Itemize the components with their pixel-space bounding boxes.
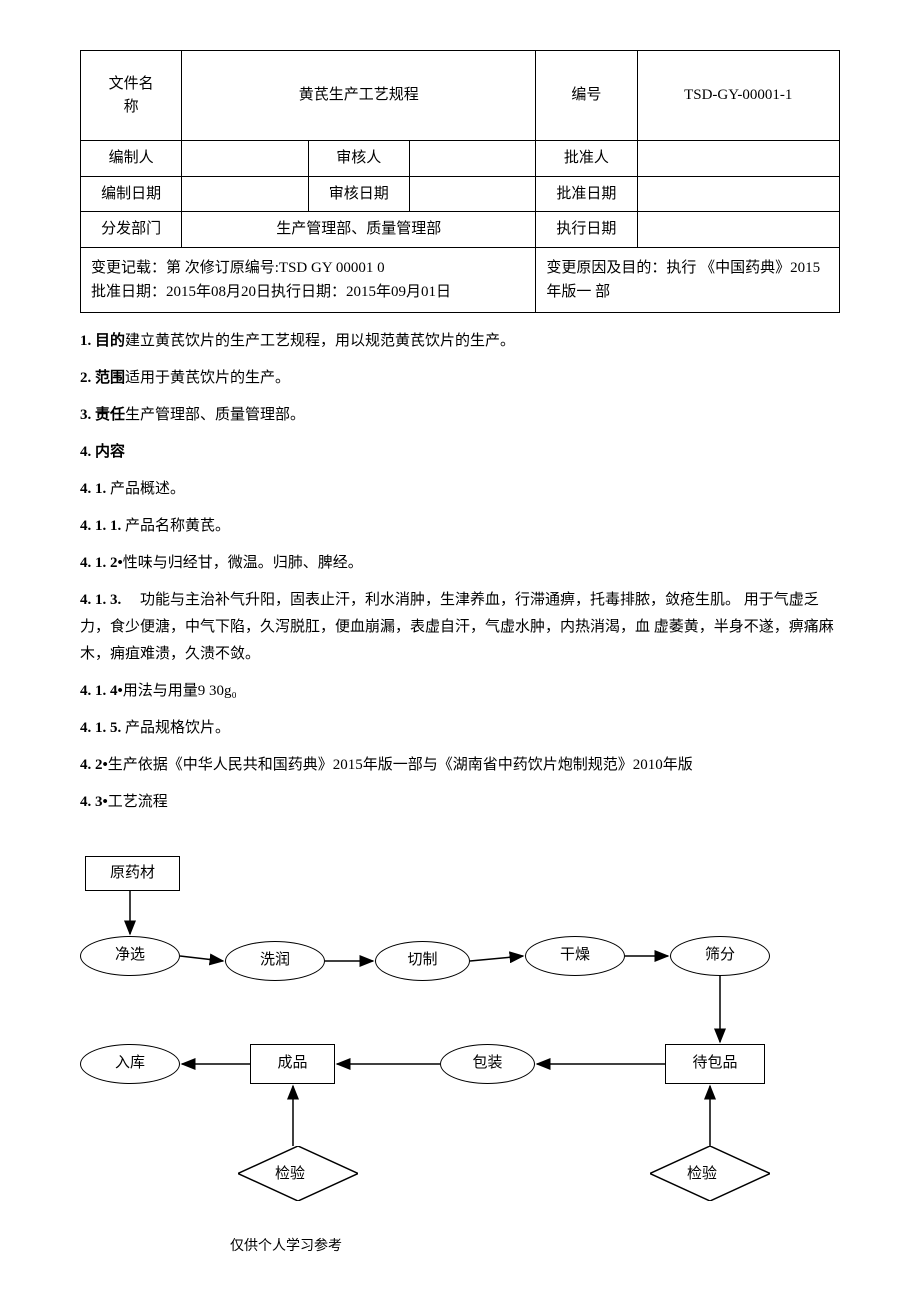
node-raw: 原药材 (85, 856, 180, 891)
header-table: 文件名 称 黄芪生产工艺规程 编号 TSD-GY-00001-1 编制人 审核人… (80, 50, 840, 313)
dist-dept-label: 分发部门 (81, 212, 182, 248)
node-select: 净选 (80, 936, 180, 976)
approve-date-value (637, 176, 839, 212)
node-inspect2-label: 检验 (687, 1163, 717, 1186)
section-41: 4. 1. 产品概述。 (80, 476, 840, 503)
number-value: TSD-GY-00001-1 (637, 51, 839, 141)
dist-dept-value: 生产管理部、质量管理部 (182, 212, 536, 248)
document-title: 黄芪生产工艺规程 (182, 51, 536, 141)
file-name-label: 文件名 称 (81, 51, 182, 141)
node-dry: 干燥 (525, 936, 625, 976)
section-411: 4. 1. 1. 产品名称黄芪。 (80, 513, 840, 540)
exec-date-label: 执行日期 (536, 212, 637, 248)
node-sift: 筛分 (670, 936, 770, 976)
reviewer-value (409, 141, 535, 177)
section-2: 2. 范围适用于黄芪饮片的生产。 (80, 365, 840, 392)
node-inspect1-label: 检验 (275, 1163, 305, 1186)
exec-date-value (637, 212, 839, 248)
change-record: 变更记载：第 次修订原编号:TSD GY 00001 0 批准日期：2015年0… (81, 247, 536, 312)
change-reason: 变更原因及目的：执行 《中国药典》2015年版一 部 (536, 247, 840, 312)
number-label: 编号 (536, 51, 637, 141)
section-414: 4. 1. 4•用法与用量9 30g₀ (80, 678, 840, 705)
approver-value (637, 141, 839, 177)
node-pending: 待包品 (665, 1044, 765, 1084)
node-wash: 洗润 (225, 941, 325, 981)
approver-label: 批准人 (536, 141, 637, 177)
review-date-value (409, 176, 535, 212)
prep-date-label: 编制日期 (81, 176, 182, 212)
section-412: 4. 1. 2•性味与归经甘，微温。归肺、脾经。 (80, 550, 840, 577)
footer-note: 仅供个人学习参考 (230, 1236, 342, 1257)
preparer-label: 编制人 (81, 141, 182, 177)
section-3: 3. 责任生产管理部、质量管理部。 (80, 402, 840, 429)
node-cut: 切制 (375, 941, 470, 981)
preparer-value (182, 141, 308, 177)
node-store: 入库 (80, 1044, 180, 1084)
reviewer-label: 审核人 (308, 141, 409, 177)
content-list: 1. 目的建立黄芪饮片的生产工艺规程，用以规范黄芪饮片的生产。 2. 范围适用于… (80, 328, 840, 816)
section-415: 4. 1. 5. 产品规格饮片。 (80, 715, 840, 742)
review-date-label: 审核日期 (308, 176, 409, 212)
node-pack: 包装 (440, 1044, 535, 1084)
section-42: 4. 2•生产依据《中华人民共和国药典》2015年版一部与《湖南省中药饮片炮制规… (80, 752, 840, 779)
section-1: 1. 目的建立黄芪饮片的生产工艺规程，用以规范黄芪饮片的生产。 (80, 328, 840, 355)
prep-date-value (182, 176, 308, 212)
approve-date-label: 批准日期 (536, 176, 637, 212)
section-413: 4. 1. 3. 功能与主治补气升阳，固表止汗，利水消肿，生津养血，行滞通痹，托… (80, 587, 840, 668)
node-product: 成品 (250, 1044, 335, 1084)
section-43: 4. 3•工艺流程 (80, 789, 840, 816)
flowchart: 原药材 净选 洗润 切制 干燥 筛分 入库 成品 包装 待包品 检验 检验 仅供… (80, 856, 860, 1236)
section-4: 4. 内容 (80, 439, 840, 466)
